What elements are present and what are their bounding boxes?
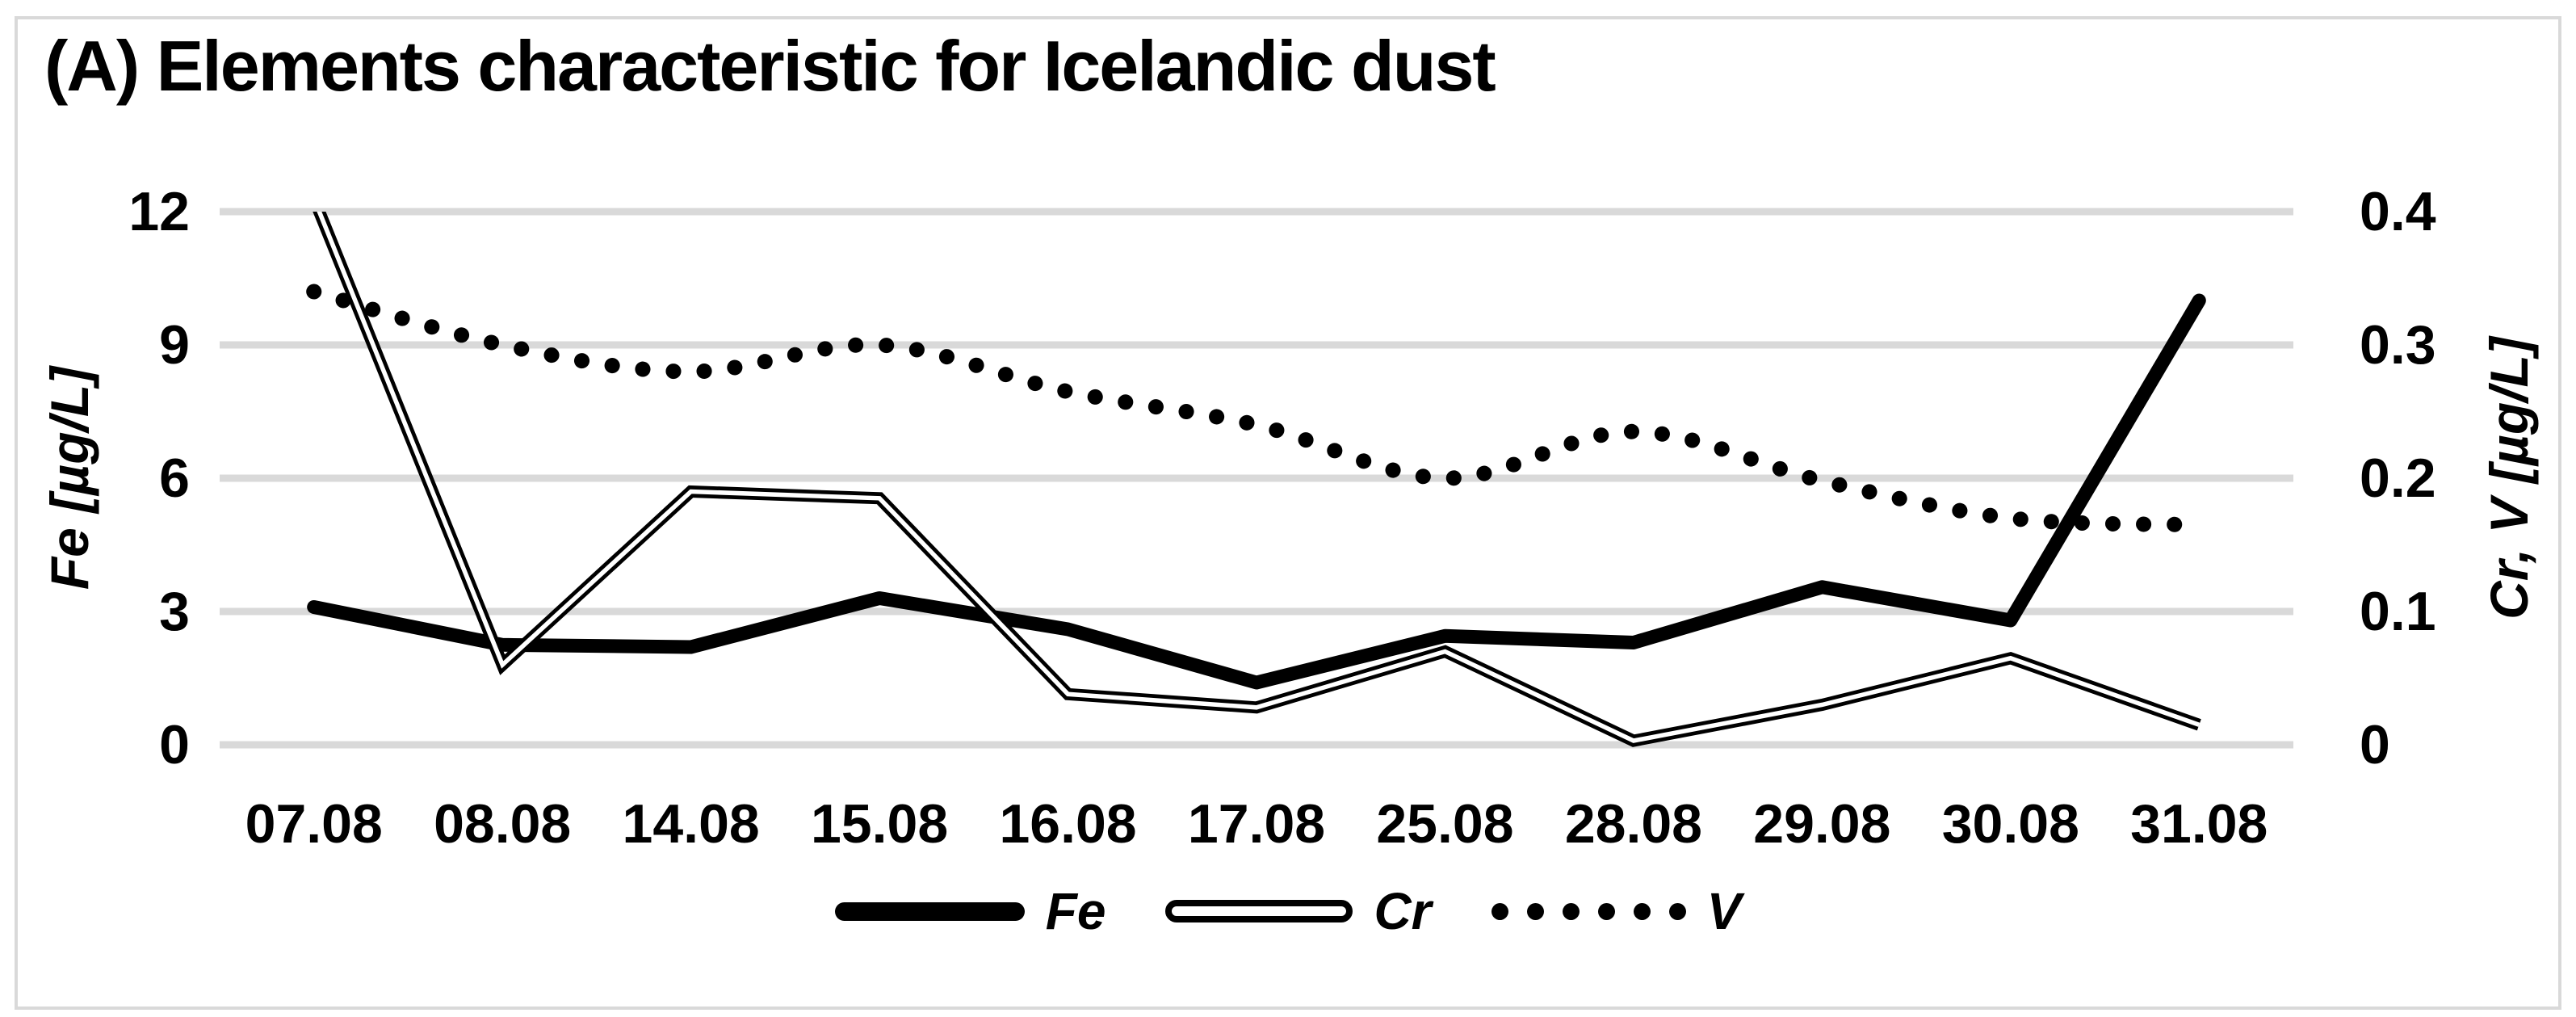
legend: Fe Cr V: [0, 879, 2576, 943]
x-axis-label: 07.08: [245, 793, 383, 855]
x-axis-label: 29.08: [1753, 793, 1891, 855]
legend-item-cr: Cr: [1165, 882, 1432, 940]
right-axis-tick: 0: [2360, 714, 2390, 775]
series-group: [306, 212, 2207, 747]
legend-label: V: [1706, 882, 1742, 940]
left-axis-tick: 0: [159, 714, 190, 775]
cr-series-line-inner: [317, 212, 2201, 743]
left-axis-tick: 9: [159, 314, 190, 376]
legend-label: Fe: [1045, 882, 1106, 940]
right-axis-tick: 0.2: [2360, 448, 2436, 509]
fe-thick-line-icon: [834, 901, 1025, 921]
legend-dot: [1668, 902, 1686, 920]
x-axis-label: 14.08: [622, 793, 760, 855]
legend-dot: [1633, 902, 1651, 920]
chart-title: (A) Elements characteristic for Icelandi…: [44, 26, 1496, 106]
cr-series-line-outer: [313, 212, 2201, 747]
legend-label: Cr: [1374, 882, 1432, 940]
x-axis-label: 15.08: [810, 793, 949, 855]
chart-border: [15, 16, 2561, 1010]
left-axis-tick: 6: [159, 448, 190, 509]
right-axis-title: Cr, V [µg/L]: [2479, 337, 2539, 620]
legend-dot: [1526, 902, 1544, 920]
right-axis-tick: 0.4: [2360, 181, 2436, 242]
legend-item-v: V: [1491, 882, 1742, 940]
cr-double-line-icon: [1165, 900, 1353, 922]
left-axis-tick: 3: [159, 581, 190, 642]
x-axis-label: 17.08: [1187, 793, 1326, 855]
legend-dot: [1562, 902, 1580, 920]
x-axis-label: 28.08: [1564, 793, 1702, 855]
legend-dot: [1597, 902, 1615, 920]
left-axis-tick: 12: [128, 181, 190, 242]
legend-dot: [1491, 902, 1508, 920]
x-axis-label: 30.08: [1941, 793, 2079, 855]
fe-series-line: [307, 293, 2206, 690]
x-axis-label: 16.08: [999, 793, 1137, 855]
right-axis-tick: 0.1: [2360, 581, 2436, 642]
v-dotted-line-icon: [1491, 902, 1686, 920]
x-axis-label: 08.08: [434, 793, 572, 855]
x-axis-label: 25.08: [1376, 793, 1514, 855]
x-axis-label: 31.08: [2130, 793, 2268, 855]
legend-item-fe: Fe: [834, 882, 1106, 940]
right-axis-tick: 0.3: [2360, 314, 2436, 376]
v-series-dotted-line: [306, 284, 2207, 533]
